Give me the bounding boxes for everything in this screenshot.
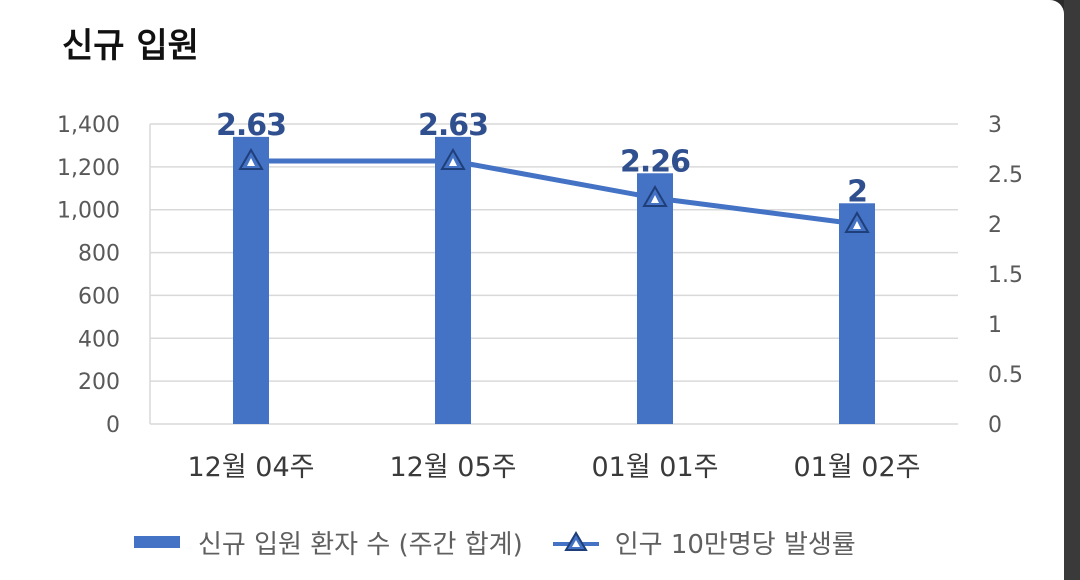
x-tick-label: 12월 04주 — [188, 452, 315, 483]
x-tick-label: 12월 05주 — [390, 452, 517, 483]
line-marker-inner — [449, 158, 457, 166]
bar — [637, 173, 673, 424]
data-label: 2.26 — [620, 144, 690, 179]
y-left-tick-label: 200 — [78, 370, 120, 395]
y-left-tick-label: 800 — [78, 242, 120, 267]
bar — [435, 136, 471, 424]
y-right-tick-label: 2 — [988, 213, 1002, 238]
window-scrollbar[interactable] — [1064, 0, 1080, 580]
y-left-tick-label: 0 — [106, 413, 120, 438]
line-marker-inner — [651, 195, 659, 203]
line-series — [251, 158, 858, 227]
legend-line-label: 인구 10만명당 발생률 — [614, 529, 856, 560]
y-right-tick-label: 0 — [988, 413, 1002, 438]
data-label: 2.63 — [418, 108, 488, 143]
legend-line-swatch — [552, 531, 599, 551]
line-marker-inner — [247, 158, 255, 166]
x-tick-label: 01월 02주 — [794, 452, 921, 483]
combo-chart: 0 200 400 600 800 1,000 1,200 1,400 0 0.5 1 1.5 2 2.5… — [57, 108, 1023, 483]
y-left-tick-label: 400 — [78, 327, 120, 352]
y-right-tick-label: 1 — [988, 313, 1002, 338]
y-left-tick-label: 1,000 — [57, 199, 120, 224]
y-right-tick-label: 3 — [988, 113, 1002, 138]
legend-bar-label: 신규 입원 환자 수 (주간 합계) — [198, 529, 523, 560]
chart-title: 신규 입원 — [62, 26, 199, 66]
data-label: 2.63 — [216, 108, 286, 143]
line-marker-inner — [853, 221, 861, 229]
legend-item-bar: 신규 입원 환자 수 (주간 합계) — [134, 524, 523, 561]
legend-item-line: 인구 10만명당 발생률 — [552, 524, 856, 561]
x-tick-label: 01월 01주 — [592, 452, 719, 483]
data-label: 2 — [847, 174, 867, 209]
y-left-tick-label: 1,200 — [57, 156, 120, 181]
y-right-tick-label: 1.5 — [988, 263, 1023, 288]
y-right-tick-label: 0.5 — [988, 363, 1023, 388]
bar — [839, 203, 875, 424]
y-left-tick-label: 1,400 — [57, 113, 120, 138]
legend-bar-swatch — [134, 536, 180, 548]
bar — [233, 136, 269, 424]
chart-legend: 신규 입원 환자 수 (주간 합계) 인구 10만명당 발생률 — [134, 522, 856, 562]
y-left-tick-label: 600 — [78, 284, 120, 309]
y-right-tick-label: 2.5 — [988, 163, 1023, 188]
